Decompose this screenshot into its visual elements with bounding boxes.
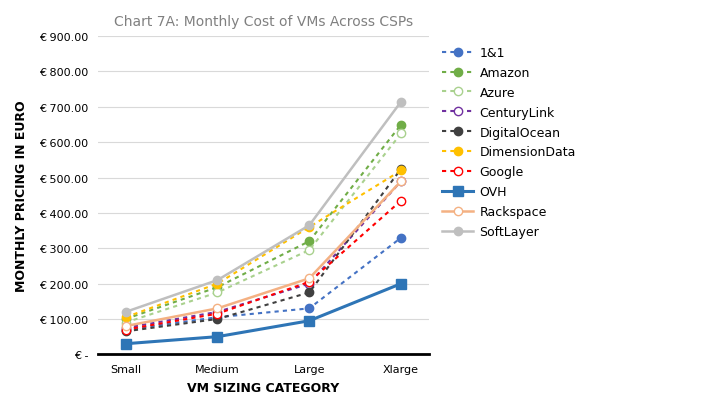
Line: OVH: OVH (121, 279, 406, 349)
DimensionData (305, 225, 314, 230)
Amazon (122, 317, 130, 321)
DimensionData (122, 315, 130, 320)
Rackspace (213, 306, 222, 311)
Amazon (397, 123, 405, 128)
Rackspace (305, 276, 314, 281)
DigitalOcean (305, 290, 314, 295)
Line: DimensionData: DimensionData (122, 167, 405, 321)
1&1 (397, 236, 405, 240)
OVH (397, 281, 405, 286)
Line: Rackspace: Rackspace (122, 178, 405, 330)
Line: Azure: Azure (122, 130, 405, 327)
Legend: 1&1, Amazon, Azure, CenturyLink, DigitalOcean, DimensionData, Google, OVH, Racks: 1&1, Amazon, Azure, CenturyLink, Digital… (438, 43, 579, 242)
Line: DigitalOcean: DigitalOcean (122, 165, 405, 336)
Azure (305, 248, 314, 253)
Line: SoftLayer: SoftLayer (122, 98, 405, 316)
Line: Amazon: Amazon (122, 121, 405, 324)
SoftLayer (213, 278, 222, 283)
1&1 (213, 315, 222, 320)
Google (213, 311, 222, 316)
1&1 (305, 306, 314, 311)
Google (305, 280, 314, 285)
DigitalOcean (213, 317, 222, 321)
Y-axis label: MONTHLY PRICING IN EURO: MONTHLY PRICING IN EURO (15, 100, 28, 291)
DigitalOcean (397, 167, 405, 172)
OVH (213, 335, 222, 339)
Line: 1&1: 1&1 (122, 234, 405, 334)
Line: CenturyLink: CenturyLink (122, 178, 405, 332)
SoftLayer (122, 310, 130, 315)
Rackspace (397, 179, 405, 184)
X-axis label: VM SIZING CATEGORY: VM SIZING CATEGORY (187, 381, 339, 394)
Title: Chart 7A: Monthly Cost of VMs Across CSPs: Chart 7A: Monthly Cost of VMs Across CSP… (114, 15, 413, 29)
Rackspace (122, 324, 130, 329)
CenturyLink (397, 179, 405, 184)
Google (397, 199, 405, 204)
CenturyLink (213, 310, 222, 315)
CenturyLink (122, 326, 130, 330)
DimensionData (213, 281, 222, 286)
DigitalOcean (122, 329, 130, 334)
Amazon (305, 239, 314, 244)
SoftLayer (397, 100, 405, 105)
CenturyLink (305, 281, 314, 286)
SoftLayer (305, 223, 314, 228)
Azure (213, 290, 222, 295)
OVH (122, 342, 130, 346)
Google (122, 327, 130, 332)
Azure (397, 132, 405, 137)
DimensionData (397, 169, 405, 173)
Line: Google: Google (122, 197, 405, 334)
Azure (122, 320, 130, 325)
OVH (305, 319, 314, 324)
Amazon (213, 285, 222, 290)
1&1 (122, 327, 130, 332)
